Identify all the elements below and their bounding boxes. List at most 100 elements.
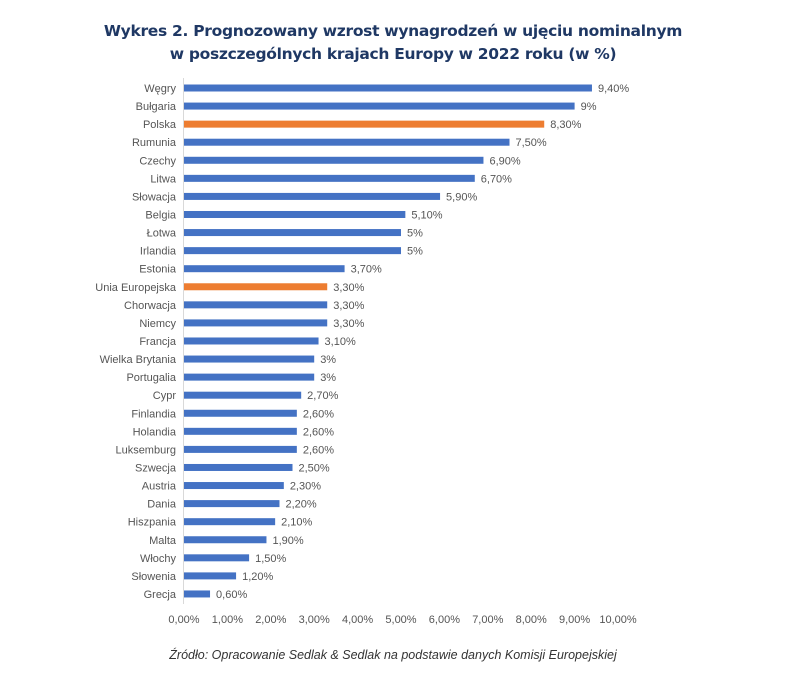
data-label: 2,60% xyxy=(303,408,334,420)
bar xyxy=(184,482,284,490)
x-tick-label: 3,00% xyxy=(299,614,330,626)
category-label: Łotwa xyxy=(147,228,177,240)
data-label: 5,10% xyxy=(411,209,442,221)
category-label: Polska xyxy=(143,119,177,131)
category-label: Szwecja xyxy=(135,462,177,474)
bar xyxy=(184,102,575,110)
x-tick-label: 7,00% xyxy=(472,614,503,626)
chart-title: Wykres 2. Prognozowany wzrost wynagrodze… xyxy=(0,20,786,66)
bar xyxy=(184,391,302,399)
data-label: 6,70% xyxy=(481,173,512,185)
x-tick-label: 8,00% xyxy=(516,614,547,626)
bar xyxy=(184,463,293,471)
bar xyxy=(184,409,297,417)
data-label: 3,30% xyxy=(333,300,364,312)
data-label: 3,70% xyxy=(351,264,382,276)
x-tick-label: 2,00% xyxy=(255,614,286,626)
data-label: 6,90% xyxy=(489,155,520,167)
x-tick-label: 5,00% xyxy=(385,614,416,626)
data-label: 9% xyxy=(581,101,597,113)
data-label: 5% xyxy=(407,246,423,258)
bar xyxy=(184,265,345,273)
category-label: Słowacja xyxy=(132,191,177,203)
data-label: 5,90% xyxy=(446,191,477,203)
category-label: Niemcy xyxy=(139,318,176,330)
category-label: Unia Europejska xyxy=(95,282,177,294)
category-label: Włochy xyxy=(140,553,177,565)
data-label: 5% xyxy=(407,228,423,240)
source-note: Źródło: Opracowanie Sedlak & Sedlak na p… xyxy=(169,648,617,662)
data-label: 2,60% xyxy=(303,444,334,456)
category-label: Portugalia xyxy=(126,372,176,384)
category-label: Wielka Brytania xyxy=(100,354,177,366)
bar xyxy=(184,572,237,580)
x-tick-label: 0,00% xyxy=(168,614,199,626)
category-label: Litwa xyxy=(150,173,177,185)
bar xyxy=(184,84,592,92)
category-label: Luksemburg xyxy=(115,444,176,456)
category-label: Słowenia xyxy=(131,571,177,583)
bar xyxy=(184,120,545,128)
data-label: 3% xyxy=(320,372,336,384)
bar xyxy=(184,301,328,309)
bar xyxy=(184,500,280,508)
x-tick-label: 6,00% xyxy=(429,614,460,626)
data-label: 3,30% xyxy=(333,282,364,294)
category-label: Irlandia xyxy=(140,246,177,258)
category-label: Bułgaria xyxy=(136,101,177,113)
bar xyxy=(184,247,401,255)
bar xyxy=(184,554,250,562)
data-label: 8,30% xyxy=(550,119,581,131)
x-tick-label: 4,00% xyxy=(342,614,373,626)
category-label: Belgia xyxy=(145,209,176,221)
category-label: Rumunia xyxy=(132,137,177,149)
x-tick-label: 1,00% xyxy=(212,614,243,626)
bar xyxy=(184,427,297,435)
bar xyxy=(184,337,319,345)
bar xyxy=(184,229,401,237)
data-label: 2,60% xyxy=(303,426,334,438)
bar xyxy=(184,138,510,146)
data-label: 2,20% xyxy=(285,499,316,511)
x-tick-label: 10,00% xyxy=(599,614,637,626)
data-label: 3,30% xyxy=(333,318,364,330)
category-label: Holandia xyxy=(133,426,177,438)
chart-title-line1: Wykres 2. Prognozowany wzrost wynagrodze… xyxy=(103,22,683,40)
bar xyxy=(184,319,328,327)
bar xyxy=(184,192,441,200)
data-label: 1,90% xyxy=(272,535,303,547)
data-label: 3% xyxy=(320,354,336,366)
category-label: Chorwacja xyxy=(124,300,177,312)
data-label: 7,50% xyxy=(516,137,547,149)
category-label: Hiszpania xyxy=(128,517,177,529)
category-label: Grecja xyxy=(144,589,177,601)
category-label: Węgry xyxy=(144,83,176,95)
data-label: 3,10% xyxy=(325,336,356,348)
category-label: Dania xyxy=(147,499,177,511)
chart-subtitle: w poszczególnych krajach Europy w 2022 r… xyxy=(169,45,617,63)
category-label: Finlandia xyxy=(131,408,177,420)
x-tick-label: 9,00% xyxy=(559,614,590,626)
data-label: 2,30% xyxy=(290,481,321,493)
bar xyxy=(184,445,297,453)
bar xyxy=(184,590,211,598)
category-label: Cypr xyxy=(153,390,177,402)
bar-chart: Węgry 9,40% Bułgaria 9% Polska 8,30% Rumunia 7,… xyxy=(95,78,637,626)
data-label: 9,40% xyxy=(598,83,629,95)
bar xyxy=(184,210,406,218)
category-label: Estonia xyxy=(139,264,177,276)
bar xyxy=(184,536,267,544)
category-label: Czechy xyxy=(139,155,176,167)
data-label: 2,50% xyxy=(299,462,330,474)
category-label: Austria xyxy=(142,481,177,493)
bar xyxy=(184,355,315,363)
data-label: 2,10% xyxy=(281,517,312,529)
bar xyxy=(184,156,484,164)
data-label: 0,60% xyxy=(216,589,247,601)
bar xyxy=(184,174,475,182)
bar xyxy=(184,518,276,526)
category-label: Malta xyxy=(149,535,177,547)
category-label: Francja xyxy=(139,336,177,348)
data-label: 1,20% xyxy=(242,571,273,583)
data-label: 2,70% xyxy=(307,390,338,402)
